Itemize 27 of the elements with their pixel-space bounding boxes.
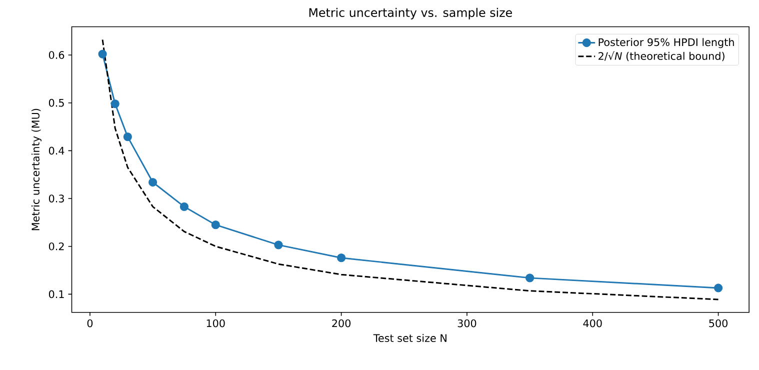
x-tick-label: 500 xyxy=(709,319,728,328)
x-tick-label: 300 xyxy=(458,319,476,328)
y-tick-label: 0.6 xyxy=(48,51,64,59)
point xyxy=(110,100,120,108)
point xyxy=(525,274,534,282)
chart-title: Metric uncertainty vs. sample size xyxy=(309,8,512,20)
legend-label: Posterior 95% HPDI length xyxy=(598,38,734,48)
y-tick-label: 0.1 xyxy=(48,290,64,298)
y-axis-title: Metric uncertainty (MU) xyxy=(31,108,42,230)
x-tick-label: 200 xyxy=(332,319,350,328)
x-tick-label: 0 xyxy=(87,319,93,328)
point xyxy=(148,178,158,187)
point xyxy=(211,220,220,230)
y-tick-label: 0.5 xyxy=(48,98,64,107)
y-tick-label: 0.3 xyxy=(48,194,64,202)
x-axis-title: Test set size N xyxy=(373,334,446,342)
point xyxy=(274,240,283,250)
x-tick-label: 400 xyxy=(583,319,602,328)
point xyxy=(714,284,723,292)
point xyxy=(336,254,346,262)
y-tick-label: 0.4 xyxy=(48,146,64,155)
point xyxy=(123,132,132,142)
point xyxy=(180,202,189,212)
point xyxy=(98,50,107,58)
y-tick-label: 0.2 xyxy=(48,242,64,250)
legend-label: 2/√N (theoretical bound) xyxy=(598,51,724,62)
x-tick-label: 100 xyxy=(206,319,225,328)
